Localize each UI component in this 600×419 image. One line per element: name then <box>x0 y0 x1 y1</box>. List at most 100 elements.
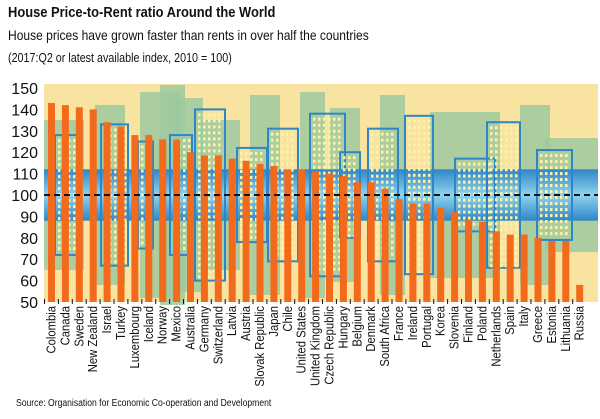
building-window <box>213 239 216 243</box>
building-window <box>488 180 491 184</box>
building-window <box>333 117 336 121</box>
building-window <box>458 168 461 172</box>
building-window <box>333 231 336 235</box>
bar-france <box>395 199 403 302</box>
building-window <box>483 204 486 208</box>
building-window <box>418 125 421 129</box>
building-window <box>428 149 431 153</box>
building-window <box>213 269 216 273</box>
building-window <box>313 159 316 163</box>
building-window <box>318 159 321 163</box>
building-window <box>313 165 316 169</box>
building-window <box>490 144 493 148</box>
bar-latvia <box>228 158 236 302</box>
building-window <box>318 189 321 193</box>
bar-united-states <box>298 169 306 302</box>
building-window <box>428 197 431 201</box>
building-window <box>505 144 508 148</box>
building-window <box>500 180 503 184</box>
building-window <box>333 141 336 145</box>
building-window <box>391 156 394 160</box>
building-window <box>73 241 76 245</box>
building-window <box>208 167 211 171</box>
building-window <box>488 186 491 190</box>
building-window <box>291 132 294 136</box>
building-window <box>500 240 503 244</box>
building-window <box>323 117 326 121</box>
building-window <box>560 178 563 182</box>
building-window <box>333 267 336 271</box>
building-window <box>255 235 258 239</box>
building-window <box>291 222 294 226</box>
building-window <box>218 149 221 153</box>
building-window <box>58 217 61 221</box>
building-window <box>213 149 216 153</box>
building-window <box>250 199 253 203</box>
building-window <box>338 147 341 151</box>
building-window <box>555 184 558 188</box>
bar-mexico <box>173 139 181 302</box>
building-window <box>408 203 411 207</box>
building-window <box>73 187 76 191</box>
building-window <box>333 165 336 169</box>
building-window <box>545 160 548 164</box>
bar-israel <box>103 122 111 303</box>
building-window <box>545 166 548 170</box>
building-window <box>240 229 243 233</box>
building-window <box>505 126 508 130</box>
building-window <box>510 204 513 208</box>
building-window <box>318 147 321 151</box>
building-window <box>353 174 356 178</box>
x-tick-label: Poland <box>475 306 490 341</box>
building-window <box>183 169 186 173</box>
building-window <box>114 218 117 222</box>
building-window <box>114 248 117 252</box>
building-window <box>463 168 466 172</box>
building-window <box>141 205 144 209</box>
chart-note: (2017:Q2 or latest available index, 2010… <box>8 51 232 65</box>
building-window <box>550 178 553 182</box>
building-window <box>250 163 253 167</box>
building-window <box>381 162 384 166</box>
building-window <box>353 162 356 166</box>
building-window <box>276 162 279 166</box>
building-window <box>208 227 211 231</box>
building-window <box>500 204 503 208</box>
building-window <box>338 249 341 253</box>
building-window <box>58 157 61 161</box>
building-window <box>495 174 498 178</box>
x-tick-label: Portugal <box>419 306 434 348</box>
building-window <box>276 144 279 148</box>
building-window <box>114 128 117 132</box>
bar-iceland <box>145 135 153 302</box>
building-window <box>323 189 326 193</box>
building-window <box>505 132 508 136</box>
y-tick-label: 100 <box>11 188 38 205</box>
building-window <box>505 204 508 208</box>
building-window <box>124 218 127 222</box>
x-tick-label: Austria <box>239 306 254 341</box>
building-window <box>545 190 548 194</box>
building-window <box>490 132 493 136</box>
building-window <box>418 119 421 123</box>
building-window <box>328 147 331 151</box>
building-window <box>505 150 508 154</box>
building-window <box>218 119 221 123</box>
building-window <box>540 154 543 158</box>
building-window <box>510 216 513 220</box>
building-window <box>386 186 389 190</box>
building-window <box>198 209 201 213</box>
building-window <box>213 125 216 129</box>
x-tick-label: Japan <box>266 306 281 337</box>
building-window <box>428 125 431 129</box>
building-window <box>500 192 503 196</box>
building-window <box>348 210 351 214</box>
building-window <box>473 204 476 208</box>
building-window <box>213 251 216 255</box>
x-tick-label: Russia <box>572 306 587 341</box>
building-window <box>478 204 481 208</box>
building-window <box>141 169 144 173</box>
building-window <box>463 210 466 214</box>
building-window <box>386 144 389 148</box>
building-window <box>73 145 76 149</box>
